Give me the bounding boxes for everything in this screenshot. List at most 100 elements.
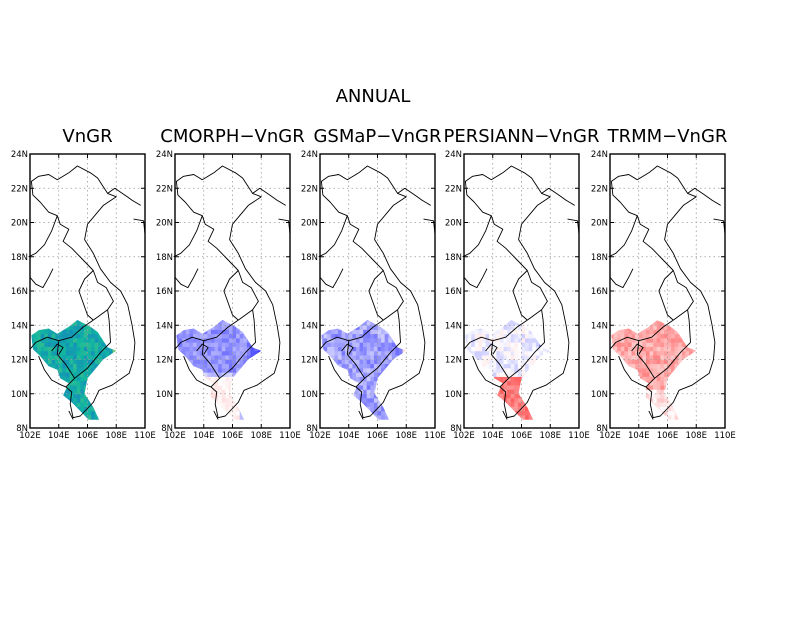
lat-tick-label: 10N <box>591 390 608 400</box>
coastline <box>318 215 348 258</box>
coastline <box>68 410 74 420</box>
coastline <box>687 187 721 206</box>
lat-tick-label: 18N <box>156 253 173 263</box>
coastline <box>78 270 94 321</box>
coastline <box>107 187 141 206</box>
coastline <box>502 410 508 420</box>
lat-tick-label: 12N <box>156 356 173 366</box>
panel-title: GSMaP−VnGR <box>313 126 441 147</box>
coastline <box>252 187 286 206</box>
coastline <box>492 309 542 342</box>
coastline <box>328 355 357 388</box>
lat-tick-label: 8N <box>161 424 173 434</box>
lat-tick-label: 24N <box>11 150 28 160</box>
panel-title: VnGR <box>62 126 112 147</box>
coastline <box>278 218 291 235</box>
lon-tick-label: 108E <box>539 431 561 441</box>
lat-tick-label: 8N <box>306 424 318 434</box>
coastline <box>463 336 493 350</box>
coastline <box>631 343 644 355</box>
lon-tick-label: 110E <box>714 431 736 441</box>
panel-title: TRMM−VnGR <box>607 126 728 147</box>
coastline <box>618 355 647 388</box>
lat-tick-label: 20N <box>156 219 173 229</box>
lon-tick-label: 102E <box>164 431 186 441</box>
lon-tick-label: 106E <box>77 431 99 441</box>
lon-tick-label: 110E <box>568 431 590 441</box>
lon-tick-label: 104E <box>193 431 215 441</box>
lat-tick-label: 20N <box>11 219 28 229</box>
coastline <box>541 187 575 206</box>
coastline <box>397 187 431 206</box>
vietnam-outline <box>464 165 570 419</box>
coastline <box>201 340 220 379</box>
map-panel: PERSIANN−VnGR24N22N20N18N16N14N12N10N8N1… <box>444 126 600 441</box>
lat-tick-label: 22N <box>445 184 462 194</box>
coastline <box>567 218 580 235</box>
lat-tick-label: 20N <box>445 219 462 229</box>
lat-tick-label: 18N <box>591 253 608 263</box>
coastline <box>213 410 219 420</box>
lon-tick-label: 106E <box>222 431 244 441</box>
lon-tick-label: 102E <box>599 431 621 441</box>
lon-tick-label: 108E <box>685 431 707 441</box>
coastline <box>174 268 199 289</box>
lon-tick-label: 102E <box>19 431 41 441</box>
lat-tick-label: 20N <box>591 219 608 229</box>
lat-tick-label: 12N <box>445 356 462 366</box>
lon-tick-label: 108E <box>105 431 127 441</box>
coastline <box>368 270 384 321</box>
lon-tick-label: 102E <box>453 431 475 441</box>
graticule <box>610 154 725 428</box>
lat-tick-label: 22N <box>301 184 318 194</box>
lat-tick-label: 22N <box>156 184 173 194</box>
lon-tick-label: 104E <box>48 431 70 441</box>
coastline <box>463 268 488 289</box>
coastline <box>58 309 108 342</box>
lon-tick-label: 108E <box>395 431 417 441</box>
lon-tick-label: 106E <box>367 431 389 441</box>
coastline <box>638 309 688 342</box>
panel-title: CMORPH−VnGR <box>160 126 304 147</box>
graticule <box>320 154 435 428</box>
lat-tick-label: 24N <box>445 150 462 160</box>
vietnam-outline <box>320 165 426 419</box>
lat-tick-label: 18N <box>301 253 318 263</box>
coastline <box>348 309 398 342</box>
lon-tick-label: 106E <box>511 431 533 441</box>
coastline <box>56 340 75 379</box>
coastline <box>203 309 253 342</box>
lat-tick-label: 16N <box>11 287 28 297</box>
lat-tick-label: 14N <box>591 321 608 331</box>
coastline <box>658 270 674 321</box>
vietnam-outline <box>175 165 281 419</box>
coastline <box>472 355 501 388</box>
lat-tick-label: 14N <box>301 321 318 331</box>
coastline <box>29 336 59 350</box>
vietnam-outline <box>30 165 136 419</box>
lat-tick-label: 8N <box>450 424 462 434</box>
lat-tick-label: 22N <box>591 184 608 194</box>
lon-tick-label: 108E <box>250 431 272 441</box>
coastline <box>223 270 239 321</box>
graticule <box>464 154 579 428</box>
lat-tick-label: 16N <box>445 287 462 297</box>
lat-tick-label: 24N <box>301 150 318 160</box>
lon-tick-label: 102E <box>309 431 331 441</box>
coastline <box>341 343 354 355</box>
coastline <box>608 215 638 258</box>
lat-tick-label: 10N <box>156 390 173 400</box>
coastline <box>38 355 67 388</box>
lon-tick-label: 104E <box>338 431 360 441</box>
coastline <box>196 343 209 355</box>
lat-tick-label: 18N <box>11 253 28 263</box>
coastline <box>173 215 203 258</box>
coastline <box>319 268 344 289</box>
lat-tick-label: 22N <box>11 184 28 194</box>
coastline <box>346 340 365 379</box>
coastline <box>133 218 146 235</box>
graticule <box>30 154 145 428</box>
coastline <box>51 343 64 355</box>
